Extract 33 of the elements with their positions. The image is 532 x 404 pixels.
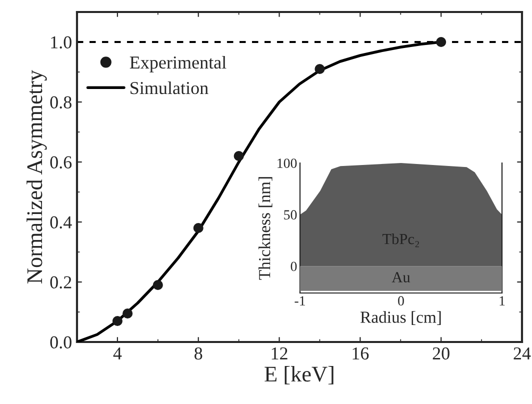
- x-tick-label: 24: [514, 347, 531, 360]
- series-label: TbPc₂: [382, 233, 419, 248]
- legend-label: Simulation: [130, 81, 208, 94]
- x-tick-label: 0: [398, 296, 404, 306]
- x-axis-title: Radius [cm]: [360, 311, 441, 325]
- point: [152, 280, 163, 290]
- y-tick-label: 0.6: [50, 156, 72, 169]
- y-tick-label: 0: [290, 262, 297, 272]
- x-tick-label: 4: [113, 348, 122, 360]
- point: [193, 222, 204, 234]
- x-axis-title: E [keV]: [264, 366, 334, 384]
- legend-label: Experimental: [130, 56, 226, 72]
- y-tick-label: 0.2: [50, 276, 72, 289]
- x-tick-label: 20: [432, 347, 450, 360]
- y-tick-label: 50: [284, 210, 297, 220]
- x-tick-label: 12: [272, 347, 288, 360]
- series-label: Au: [392, 272, 410, 282]
- point: [436, 36, 446, 48]
- y-tick-label: 100: [278, 158, 297, 168]
- point: [122, 308, 133, 319]
- x-tick-label: 8: [194, 347, 202, 360]
- x-tick-label: -1: [294, 296, 305, 306]
- y-tick-label: 0.8: [50, 96, 72, 109]
- x-tick-label: 1: [500, 296, 505, 306]
- point: [112, 316, 122, 326]
- y-axis-title: Thickness [nm]: [258, 177, 272, 280]
- y-tick-label: 1.0: [51, 36, 72, 49]
- y-tick-label: 0.0: [50, 336, 72, 349]
- point: [314, 64, 325, 74]
- y-axis-title: Normalized Asymmetry: [26, 70, 47, 284]
- y-tick-label: 0.4: [50, 216, 72, 229]
- x-tick-label: 16: [352, 347, 369, 360]
- point: [234, 150, 244, 162]
